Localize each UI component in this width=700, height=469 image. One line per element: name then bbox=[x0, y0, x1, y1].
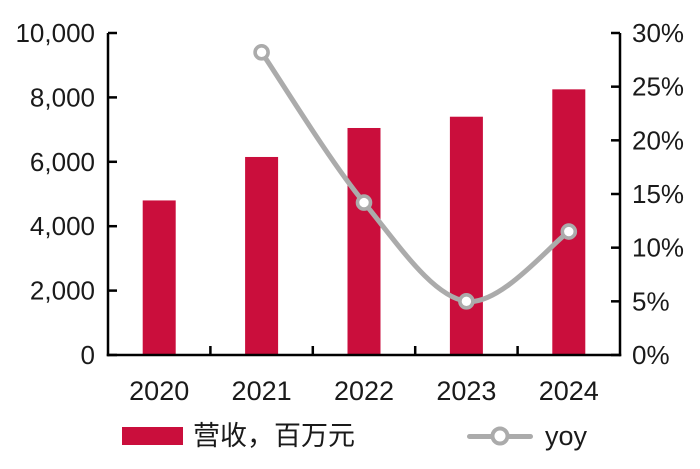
left-axis-label: 0 bbox=[81, 340, 95, 370]
left-axis-label: 4,000 bbox=[30, 211, 95, 241]
legend-swatch-revenue bbox=[122, 427, 183, 445]
right-axis-label: 30% bbox=[632, 18, 684, 48]
x-axis-label-2022: 2022 bbox=[334, 376, 394, 406]
bar-2024 bbox=[552, 89, 586, 355]
legend-marker-yoy bbox=[467, 426, 533, 446]
yoy-marker-2023 bbox=[458, 293, 475, 310]
x-axis-label-2024: 2024 bbox=[539, 376, 599, 406]
right-axis-label: 20% bbox=[632, 125, 684, 155]
yoy-line bbox=[259, 49, 572, 304]
right-axis-label: 15% bbox=[632, 179, 684, 209]
x-axis-label-2020: 2020 bbox=[129, 376, 189, 406]
legend-label-yoy: yoy bbox=[545, 420, 588, 451]
bar-2020 bbox=[142, 200, 176, 355]
left-axis-label: 8,000 bbox=[30, 82, 95, 112]
x-axis-label-2023: 2023 bbox=[436, 376, 496, 406]
right-axis-label: 25% bbox=[632, 72, 684, 102]
bar-2023 bbox=[449, 116, 483, 355]
legend-item-yoy: yoy bbox=[467, 413, 587, 459]
yoy-marker-2024 bbox=[560, 223, 578, 240]
left-axis-label: 2,000 bbox=[30, 276, 95, 306]
legend-label-revenue: 营收，百万元 bbox=[193, 420, 355, 451]
left-axis-label: 6,000 bbox=[30, 147, 95, 177]
right-axis-label: 5% bbox=[632, 286, 670, 316]
right-axis-label: 10% bbox=[632, 233, 684, 263]
yoy-marker-2021 bbox=[253, 44, 270, 61]
yoy-marker-2022 bbox=[355, 194, 373, 211]
right-axis-label: 0% bbox=[632, 340, 670, 370]
legend-marker-dot-icon bbox=[490, 426, 510, 446]
x-axis-label-2021: 2021 bbox=[232, 376, 292, 406]
left-axis-label: 10,000 bbox=[15, 18, 95, 48]
bar-2021 bbox=[245, 156, 279, 355]
legend-item-revenue: 营收，百万元 bbox=[122, 413, 355, 459]
bar-2022 bbox=[347, 127, 381, 356]
